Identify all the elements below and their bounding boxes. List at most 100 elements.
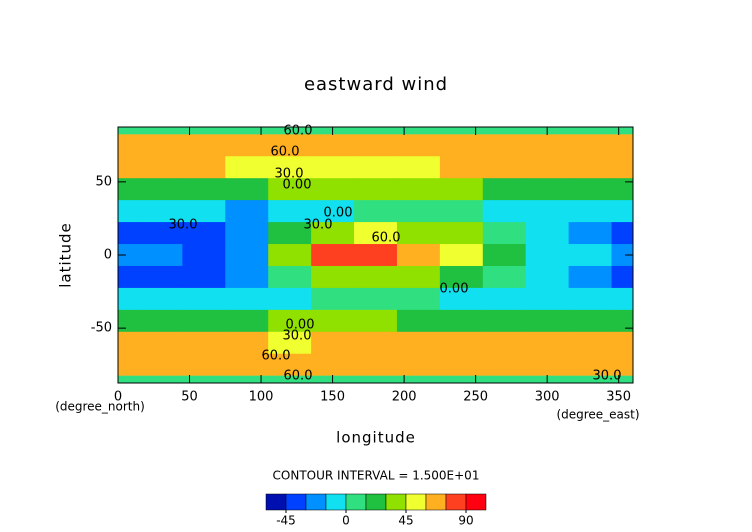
contour-label: 0.00	[283, 178, 312, 193]
field-cell	[439, 156, 484, 179]
field-cell	[118, 265, 140, 289]
field-cell	[311, 353, 355, 377]
field-cell	[396, 127, 441, 135]
field-cell	[568, 331, 613, 355]
field-cell	[439, 309, 484, 333]
field-cell	[396, 265, 441, 289]
field-cell	[139, 353, 183, 377]
field-cell	[182, 156, 226, 179]
contour-label: 0.00	[324, 206, 353, 221]
field-cell	[568, 178, 613, 201]
x-axis-label: longitude	[336, 429, 416, 447]
colorbar-box	[425, 493, 447, 511]
field-cell	[118, 200, 140, 223]
field-cell	[268, 178, 312, 201]
field-cell	[482, 222, 527, 245]
field-cell	[396, 331, 441, 355]
field-cell	[568, 200, 613, 223]
field-cell	[268, 127, 312, 135]
field-cell	[439, 375, 484, 384]
colorbar-tick-label: 90	[458, 514, 473, 528]
field-cell	[268, 375, 312, 384]
field-cell	[311, 178, 355, 201]
field-cell	[354, 127, 398, 135]
contour-label: 30.0	[169, 218, 198, 233]
field-cell	[439, 178, 484, 201]
field-cell	[525, 134, 570, 157]
contour-label: 60.0	[372, 231, 401, 246]
field-cell	[611, 353, 634, 377]
field-cell	[268, 331, 312, 355]
field-cell	[439, 200, 484, 223]
field-cell	[354, 200, 398, 223]
contour-label: 30.0	[283, 329, 312, 344]
field-cell	[354, 287, 398, 311]
field-cell	[611, 134, 634, 157]
chart-title: eastward wind	[304, 74, 448, 95]
field-cell	[439, 134, 484, 157]
field-cell	[182, 222, 226, 245]
field-cell	[482, 127, 527, 135]
field-cell	[311, 200, 355, 223]
field-cell	[182, 287, 226, 311]
colorbar-box	[285, 493, 307, 511]
field-cell	[182, 375, 226, 384]
contour-label: 60.0	[284, 124, 313, 139]
field-cell	[268, 200, 312, 223]
field-cell	[354, 375, 398, 384]
colorbar-tick-label: 45	[398, 514, 413, 528]
field-cell	[611, 287, 634, 311]
field-cell	[439, 331, 484, 355]
colorbar-box	[445, 493, 467, 511]
field-cell	[354, 309, 398, 333]
field-cell	[225, 287, 269, 311]
x-tick-label: 100	[249, 390, 274, 405]
y-axis-label: latitude	[57, 222, 75, 288]
contour-label: 0.00	[440, 282, 469, 297]
field-cell	[311, 134, 355, 157]
field-cell	[225, 244, 269, 267]
field-cell	[568, 375, 613, 384]
field-cell	[568, 134, 613, 157]
field-cell	[525, 331, 570, 355]
field-cell	[525, 178, 570, 201]
contour-interval: CONTOUR INTERVAL = 1.500E+01	[273, 469, 480, 483]
field-cell	[568, 127, 613, 135]
field-cell	[225, 134, 269, 157]
field-cell	[139, 331, 183, 355]
x-tick-label: 150	[320, 390, 345, 405]
field-cell	[311, 222, 355, 245]
field-cell	[225, 309, 269, 333]
field-cell	[525, 353, 570, 377]
field-cell	[139, 244, 183, 267]
x-unit: (degree_east)	[556, 408, 639, 422]
field-cell	[182, 331, 226, 355]
x-tick-label: 300	[535, 390, 560, 405]
field-cell	[311, 156, 355, 179]
field-cell	[396, 200, 441, 223]
field-cell	[611, 331, 634, 355]
field-cell	[354, 265, 398, 289]
field-cell	[139, 375, 183, 384]
field-cell	[439, 222, 484, 245]
field-cell	[525, 309, 570, 333]
field-cell	[268, 353, 312, 377]
field-cell	[225, 265, 269, 289]
field-cell	[182, 134, 226, 157]
field-cell	[118, 287, 140, 311]
field-cell	[225, 222, 269, 245]
contour-label: 0.00	[286, 318, 315, 333]
colorbar-box	[305, 493, 327, 511]
field-cell	[268, 287, 312, 311]
contour-label: 60.0	[271, 145, 300, 160]
field-cell	[525, 287, 570, 311]
field-cell	[525, 200, 570, 223]
field-cell	[118, 353, 140, 377]
field-cell	[268, 265, 312, 289]
field-cell	[311, 244, 355, 267]
field-cell	[268, 309, 312, 333]
field-cell	[568, 287, 613, 311]
field-cell	[139, 309, 183, 333]
field-cell	[568, 353, 613, 377]
